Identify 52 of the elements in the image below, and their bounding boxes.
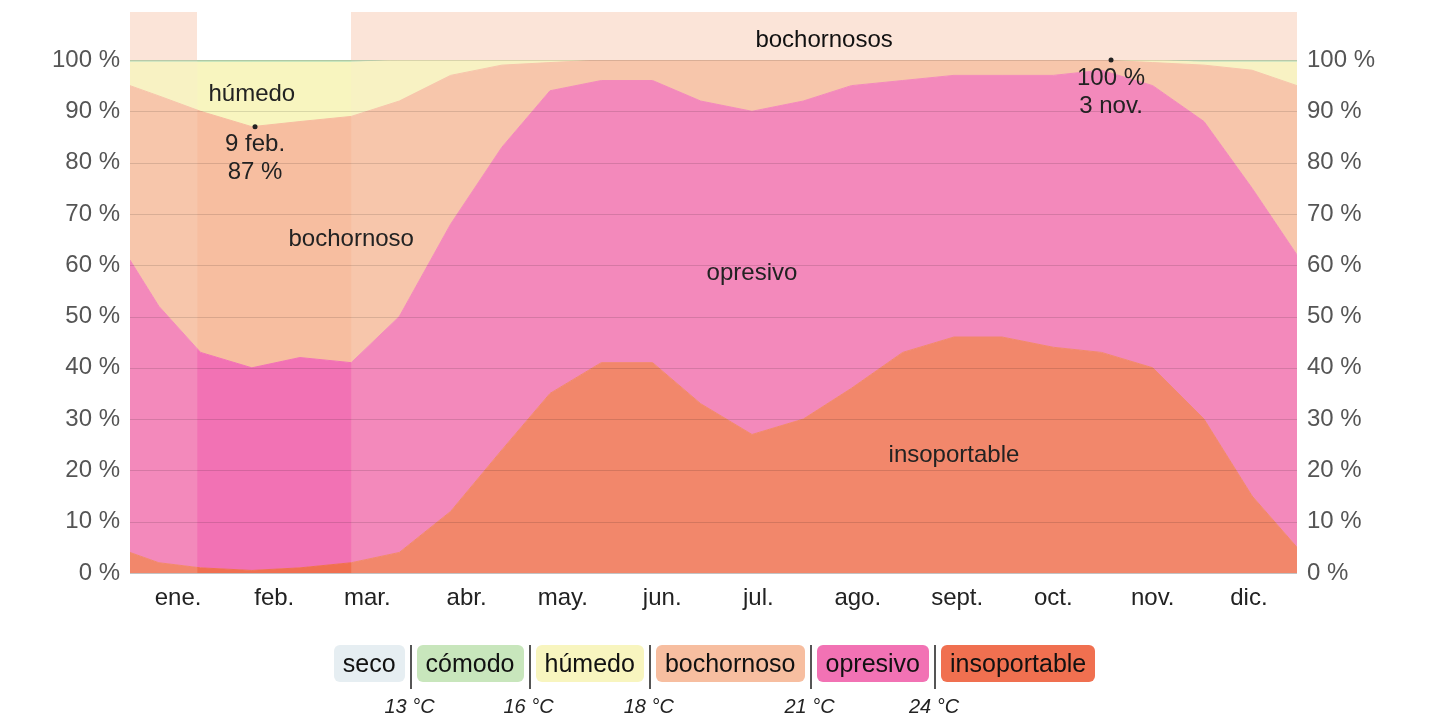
series-label: insoportable xyxy=(888,439,1020,467)
y2-tick-label: 10 % xyxy=(1307,506,1362,534)
y-tick-label: 70 % xyxy=(65,198,120,226)
x-tick-label: feb. xyxy=(254,583,295,611)
y2-tick-label: 30 % xyxy=(1307,403,1362,431)
y-tick-label: 30 % xyxy=(65,403,120,431)
annotation: 9 feb. 87 % xyxy=(225,129,286,185)
text: seco xyxy=(333,645,405,682)
y-tick-label: 50 % xyxy=(65,301,120,329)
x-tick-label: jul. xyxy=(742,583,774,611)
x-tick-label: dic. xyxy=(1230,583,1268,611)
series-label: húmedo xyxy=(208,79,296,107)
x-tick-label: sept. xyxy=(931,583,984,611)
x-tick-label: nov. xyxy=(1130,583,1175,611)
text: insoportable xyxy=(950,649,1087,677)
y2-tick-label: 50 % xyxy=(1307,301,1362,329)
annotation: 100 % 3 nov. xyxy=(1077,62,1146,118)
y-tick-label: 90 % xyxy=(65,95,120,123)
x-tick-label: may. xyxy=(537,583,588,611)
y2-tick-label: 20 % xyxy=(1307,455,1362,483)
y2-tick-label: 100 % xyxy=(1307,44,1376,72)
y-tick-label: 0 % xyxy=(78,557,120,585)
y-tick-label: 40 % xyxy=(65,352,120,380)
text: 16 °C xyxy=(502,695,555,718)
series-label: opresivo xyxy=(706,257,798,285)
text: húmedo xyxy=(544,649,635,677)
text: 18 °C xyxy=(622,695,675,718)
text: opresivo xyxy=(825,649,921,677)
x-tick-label: abr. xyxy=(446,583,487,611)
y2-tick-label: 60 % xyxy=(1307,249,1362,277)
text: 24 °C xyxy=(907,695,961,718)
y2-tick-label: 80 % xyxy=(1307,147,1362,175)
series-label: bochornoso xyxy=(288,224,414,252)
x-tick-label: ago. xyxy=(834,583,882,611)
text: 13 °C xyxy=(383,695,436,718)
x-tick-label: jun. xyxy=(641,583,682,611)
y2-tick-label: 0 % xyxy=(1307,557,1349,585)
y-tick-label: 80 % xyxy=(65,147,120,175)
y-tick-label: 20 % xyxy=(65,455,120,483)
y2-tick-label: 70 % xyxy=(1307,198,1362,226)
band-label: bochornosos xyxy=(755,24,893,52)
text: 21 °C xyxy=(783,695,836,718)
x-tick-label: ene. xyxy=(154,583,202,611)
y-tick-label: 10 % xyxy=(65,506,120,534)
x-tick-label: oct. xyxy=(1034,583,1073,611)
y2-tick-label: 40 % xyxy=(1307,352,1362,380)
text: bochornoso xyxy=(664,649,796,677)
x-tick-label: mar. xyxy=(343,583,391,611)
y-tick-label: 60 % xyxy=(65,249,120,277)
text: cómodo xyxy=(416,645,524,682)
y2-tick-label: 90 % xyxy=(1307,95,1362,123)
y-tick-label: 100 % xyxy=(51,44,120,72)
